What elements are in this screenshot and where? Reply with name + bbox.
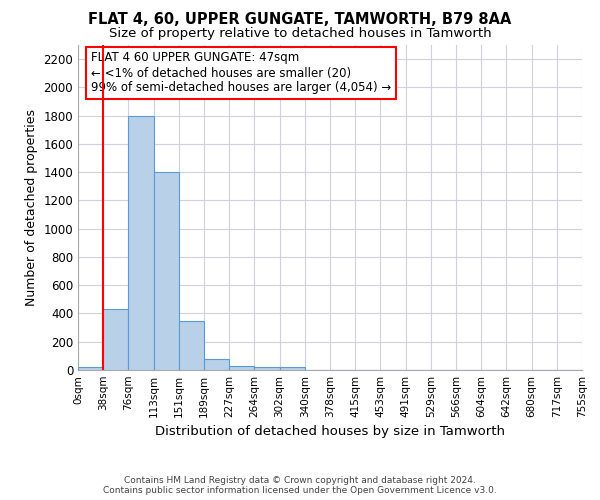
Bar (78, 367, 103, 370)
Bar (280, 367, 305, 370)
Text: FLAT 4 60 UPPER GUNGATE: 47sqm
← <1% of detached houses are smaller (20)
99% of : FLAT 4 60 UPPER GUNGATE: 47sqm ← <1% of … (91, 52, 391, 94)
Bar (154, 172, 179, 370)
Text: Size of property relative to detached houses in Tamworth: Size of property relative to detached ho… (109, 28, 491, 40)
Bar (204, 358, 229, 370)
Bar (179, 320, 204, 370)
Bar (229, 366, 254, 370)
Text: FLAT 4, 60, UPPER GUNGATE, TAMWORTH, B79 8AA: FLAT 4, 60, UPPER GUNGATE, TAMWORTH, B79… (88, 12, 512, 28)
X-axis label: Distribution of detached houses by size in Tamworth: Distribution of detached houses by size … (155, 426, 505, 438)
Bar (103, 309, 128, 370)
Y-axis label: Number of detached properties: Number of detached properties (25, 109, 38, 306)
Text: Contains HM Land Registry data © Crown copyright and database right 2024.
Contai: Contains HM Land Registry data © Crown c… (103, 476, 497, 495)
Bar (128, 116, 154, 370)
Bar (254, 367, 280, 370)
